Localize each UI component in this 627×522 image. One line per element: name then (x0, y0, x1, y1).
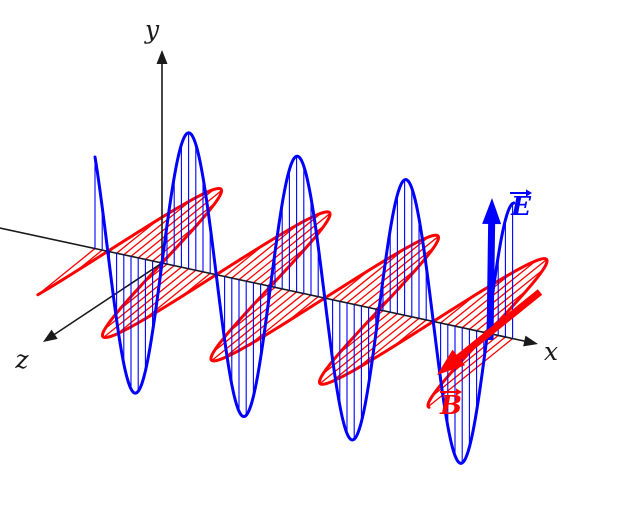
labels-group: x y z E B (14, 15, 558, 421)
vector-b-shaft (453, 289, 543, 363)
b-hatch-line (231, 223, 299, 279)
vector-e-head (482, 198, 502, 225)
b-hatch-line (339, 248, 406, 302)
b-hatch-line (476, 289, 528, 332)
vector-b-head (437, 349, 466, 375)
vector-accent-head (526, 189, 532, 197)
b-hatch-line (346, 236, 429, 304)
vector-e (482, 198, 502, 341)
b-hatch-line (143, 271, 204, 320)
b-hatch-line (368, 268, 418, 309)
vectors-group (437, 198, 543, 375)
b-hatch-line (213, 289, 290, 352)
vector-e-shaft (486, 219, 496, 341)
z-axis-label: z (14, 345, 29, 374)
e-field-curve (93, 131, 516, 465)
vector-b (437, 289, 543, 375)
z-axis-head (43, 329, 58, 342)
b-hatch-line (331, 316, 413, 383)
vector-accent-head (456, 388, 462, 396)
b-hatch-line (144, 202, 216, 260)
b-hatch-line (322, 313, 398, 375)
b-hatch-line (118, 265, 175, 311)
z-axis-shaft (48, 262, 163, 339)
x-axis-head (523, 335, 538, 347)
vector-label-e-glyph: E (510, 192, 532, 222)
b-hatch-line (228, 288, 283, 333)
b-hatch-line (448, 334, 499, 376)
b-hatch-line (249, 294, 312, 345)
y-axis-head (156, 50, 168, 64)
b-hatch-line (461, 258, 548, 329)
vector-label-e: E (510, 189, 532, 222)
b-hatch-line (468, 269, 544, 330)
b-hatch-line (356, 317, 420, 370)
b-hatch-line (130, 188, 215, 257)
b-hatch-line (37, 248, 96, 296)
vector-label-b-glyph: B (439, 391, 462, 421)
b-hatch-line (447, 272, 512, 326)
b-hatch-line (454, 260, 537, 327)
b-hatch-line (123, 199, 193, 256)
b-hatch-line (260, 246, 308, 285)
x-axis-label: x (544, 337, 558, 366)
b-hatch-line (238, 212, 322, 281)
y-axis (156, 50, 168, 263)
z-axis (43, 262, 163, 342)
vector-label-b: B (439, 388, 462, 421)
y-axis-label: y (144, 15, 160, 44)
